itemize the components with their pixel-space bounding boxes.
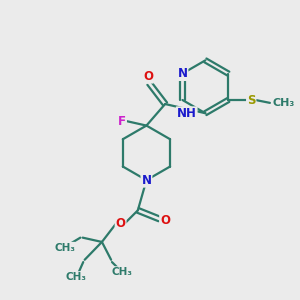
Text: CH₃: CH₃ [65, 272, 86, 282]
Text: CH₃: CH₃ [272, 98, 295, 108]
Text: N: N [178, 67, 188, 80]
Text: N: N [141, 174, 152, 187]
Text: F: F [118, 115, 126, 128]
Text: O: O [160, 214, 170, 227]
Text: O: O [116, 217, 126, 230]
Text: CH₃: CH₃ [112, 267, 133, 277]
Text: O: O [143, 70, 153, 83]
Text: S: S [247, 94, 256, 106]
Text: NH: NH [177, 107, 196, 120]
Text: CH₃: CH₃ [54, 243, 75, 253]
